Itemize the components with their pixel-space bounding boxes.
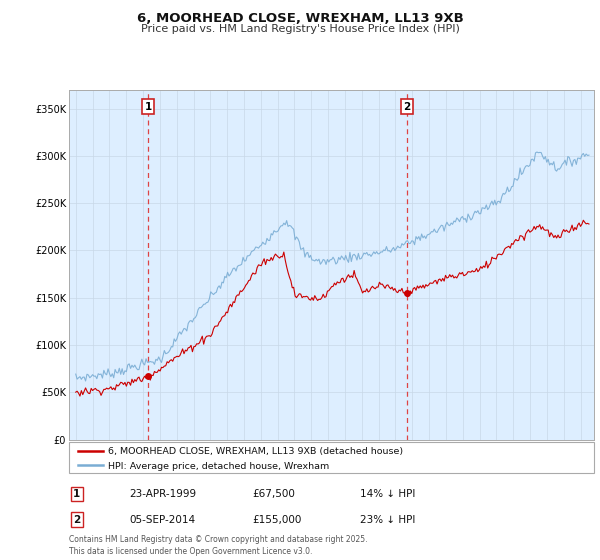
Text: 1: 1 bbox=[145, 101, 152, 111]
Text: 2: 2 bbox=[403, 101, 410, 111]
Text: 2: 2 bbox=[73, 515, 80, 525]
Text: £155,000: £155,000 bbox=[252, 515, 301, 525]
Text: Price paid vs. HM Land Registry's House Price Index (HPI): Price paid vs. HM Land Registry's House … bbox=[140, 24, 460, 34]
Text: 6, MOORHEAD CLOSE, WREXHAM, LL13 9XB: 6, MOORHEAD CLOSE, WREXHAM, LL13 9XB bbox=[137, 12, 463, 25]
Text: 23% ↓ HPI: 23% ↓ HPI bbox=[360, 515, 415, 525]
FancyBboxPatch shape bbox=[69, 442, 594, 473]
Text: 14% ↓ HPI: 14% ↓ HPI bbox=[360, 489, 415, 499]
Text: 1: 1 bbox=[73, 489, 80, 499]
Text: 23-APR-1999: 23-APR-1999 bbox=[129, 489, 196, 499]
Text: 6, MOORHEAD CLOSE, WREXHAM, LL13 9XB (detached house): 6, MOORHEAD CLOSE, WREXHAM, LL13 9XB (de… bbox=[109, 447, 404, 456]
Text: £67,500: £67,500 bbox=[252, 489, 295, 499]
Text: 05-SEP-2014: 05-SEP-2014 bbox=[129, 515, 195, 525]
Text: HPI: Average price, detached house, Wrexham: HPI: Average price, detached house, Wrex… bbox=[109, 462, 329, 471]
Text: Contains HM Land Registry data © Crown copyright and database right 2025.
This d: Contains HM Land Registry data © Crown c… bbox=[69, 535, 367, 556]
